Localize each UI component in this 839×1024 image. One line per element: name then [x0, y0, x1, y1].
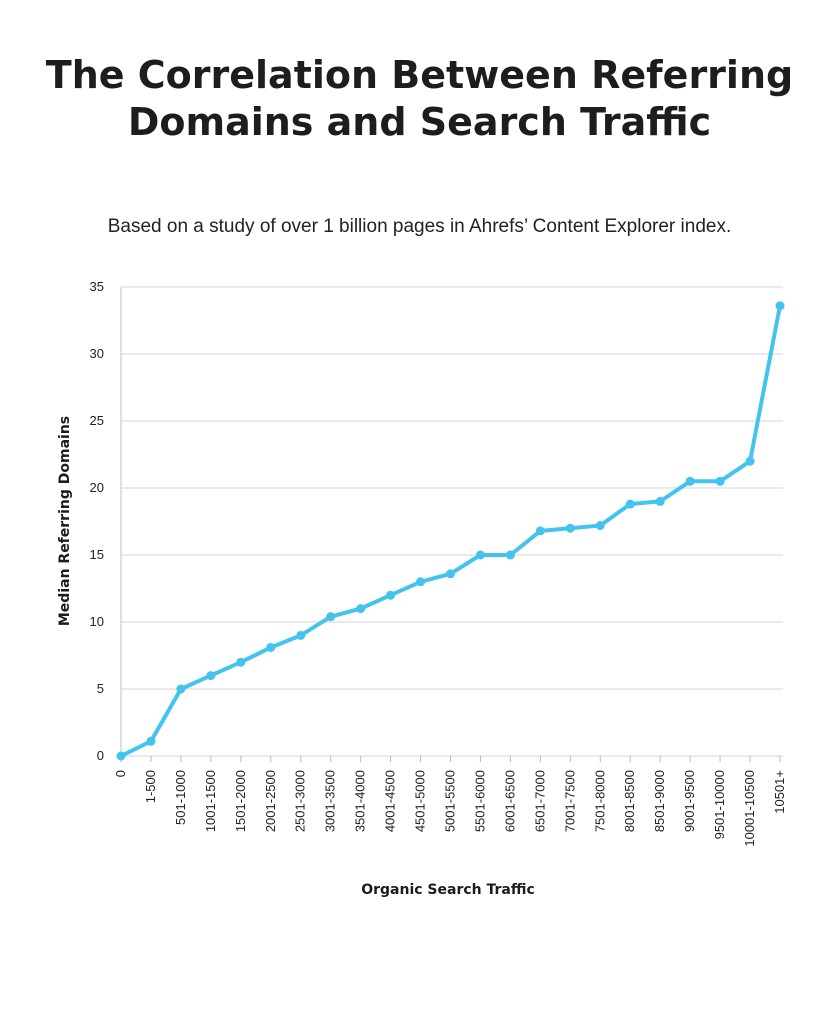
x-tick-label: 3001-3500 — [323, 770, 338, 832]
data-point — [116, 751, 126, 761]
x-tick-label: 9501-10000 — [712, 770, 727, 839]
data-point — [416, 577, 426, 587]
data-point — [296, 630, 306, 640]
chart-subtitle: Based on a study of over 1 billion pages… — [107, 216, 732, 237]
x-tick-label: 501-1000 — [173, 770, 188, 825]
x-tick-label: 4501-5000 — [413, 770, 428, 832]
x-tick-label: 1001-1500 — [203, 770, 218, 832]
x-tick-label: 10001-10500 — [742, 770, 757, 847]
x-tick-label: 6001-6500 — [502, 770, 517, 832]
data-point — [535, 526, 545, 536]
y-tick-label: 30 — [90, 346, 104, 361]
data-point — [655, 496, 665, 506]
x-tick-label: 2001-2500 — [263, 770, 278, 832]
data-point — [266, 642, 276, 652]
data-point — [146, 736, 156, 746]
y-tick-label: 20 — [90, 480, 104, 495]
y-axis-label: Median Referring Domains — [57, 416, 73, 626]
chart-title: The Correlation Between Referring Domain… — [45, 53, 794, 144]
data-point — [446, 569, 455, 579]
data-point — [176, 684, 186, 694]
data-point — [775, 301, 785, 311]
y-tick-label: 15 — [90, 547, 104, 562]
x-tick-label: 9001-9500 — [682, 770, 697, 832]
data-point — [745, 456, 755, 466]
x-tick-label: 2501-3000 — [293, 770, 308, 832]
x-tick-label: 6501-7000 — [532, 770, 547, 832]
data-point — [625, 499, 635, 509]
data-point — [685, 476, 695, 486]
x-tick-label: 1501-2000 — [233, 770, 248, 832]
x-tick-label: 1-500 — [143, 770, 158, 803]
y-tick-label: 10 — [90, 614, 104, 629]
x-tick-label: 10501+ — [772, 770, 787, 814]
x-tick-label: 5001-5500 — [443, 770, 458, 832]
data-point — [206, 671, 216, 681]
data-point — [326, 612, 336, 622]
x-tick-label: 8001-8500 — [622, 770, 637, 832]
data-point — [595, 521, 605, 531]
data-point — [565, 523, 575, 533]
x-tick-label: 4001-4500 — [383, 770, 398, 832]
x-tick-label: 5501-6000 — [472, 770, 487, 832]
data-point — [386, 590, 396, 600]
x-tick-label: 7501-8000 — [592, 770, 607, 832]
x-axis-label: Organic Search Traffic — [361, 882, 535, 898]
x-tick-label: 3501-4000 — [353, 770, 368, 832]
data-point — [236, 657, 246, 667]
x-tick-label: 8501-9000 — [652, 770, 667, 832]
data-point — [356, 604, 366, 614]
y-tick-label: 25 — [90, 413, 104, 428]
data-point — [475, 550, 485, 560]
x-tick-label: 0 — [113, 770, 128, 777]
data-point — [505, 550, 515, 560]
y-tick-label: 35 — [90, 279, 104, 294]
x-tick-label: 7001-7500 — [562, 770, 577, 832]
y-tick-label: 5 — [97, 681, 104, 696]
y-tick-label: 0 — [97, 748, 104, 763]
data-point — [715, 476, 725, 486]
